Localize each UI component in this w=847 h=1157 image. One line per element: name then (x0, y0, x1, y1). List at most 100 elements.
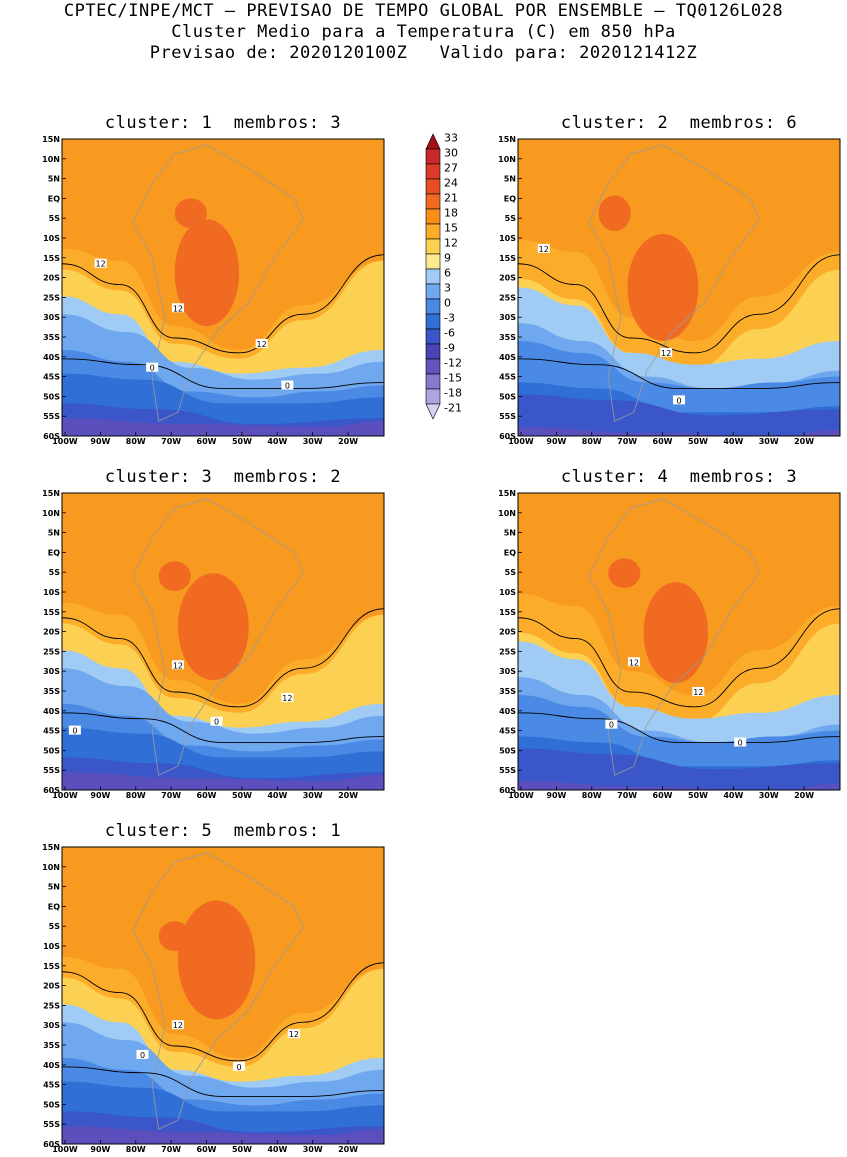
contour-label: 12 (257, 340, 267, 349)
contour-label: 12 (661, 349, 671, 358)
lon-tick-label: 90W (90, 1145, 110, 1154)
contour-0 (62, 358, 384, 389)
lon-tick-label: 40W (267, 1145, 287, 1154)
lat-tick-label: 40S (499, 707, 516, 716)
colorbar-level: 3 (444, 282, 451, 295)
header-line-1: CPTEC/INPE/MCT – PREVISAO DE TEMPO GLOBA… (63, 1, 784, 21)
lat-tick-label: 35S (499, 687, 516, 696)
header-line-2: Cluster Medio para a Temperatura (C) em … (171, 22, 676, 42)
lat-tick-label: 60S (43, 432, 60, 441)
lat-tick-label: 10N (42, 863, 60, 872)
map-panel-1: 12 12 12 0 0 15N 10N 5N EQ 5S 10S 15S 20S 25S 30S 35S 40… (42, 135, 385, 446)
lat-tick-label: 60S (499, 432, 516, 441)
map-frame (61, 492, 385, 791)
lat-tick-label: 10S (499, 234, 516, 243)
lat-tick-label: 45S (499, 727, 516, 736)
lon-tick-label: 70W (161, 1145, 181, 1154)
lon-tick-label: 20W (794, 791, 814, 800)
lat-tick-label: 50S (499, 746, 516, 755)
lon-tick-label: 80W (126, 791, 146, 800)
colorbar-swatch (425, 163, 441, 180)
lon-tick-label: 70W (617, 437, 637, 446)
lat-tick-label: 45S (43, 727, 60, 736)
lat-tick-label: 15S (499, 608, 516, 617)
colorbar-level: -3 (444, 312, 455, 325)
lon-tick-label: 100W (52, 1145, 78, 1154)
lon-tick-label: 40W (723, 791, 743, 800)
colorbar-swatch (425, 283, 441, 300)
lat-tick-label: EQ (48, 194, 60, 203)
lat-tick-label: 20S (43, 628, 60, 637)
lon-tick-label: 70W (161, 791, 181, 800)
contour-label: 0 (237, 1063, 242, 1072)
contour-label: 12 (693, 688, 703, 697)
contour-0 (62, 1066, 384, 1097)
lat-tick-label: 45S (499, 373, 516, 382)
lat-tick-label: 15S (43, 608, 60, 617)
colorbar-level: 12 (444, 237, 458, 250)
contour-12 (62, 254, 384, 354)
contour-label: 12 (629, 658, 639, 667)
lon-tick-label: 70W (617, 791, 637, 800)
warm-core (608, 558, 641, 589)
lat-tick-label: 20S (499, 628, 516, 637)
contour-label: 12 (282, 694, 292, 703)
lat-tick-label: 15N (42, 843, 60, 852)
lat-tick-label: 10S (499, 588, 516, 597)
lon-tick-label: 50W (688, 437, 708, 446)
lat-tick-label: 15S (43, 962, 60, 971)
contour-label: 12 (96, 260, 106, 269)
contour-label: 12 (173, 661, 183, 670)
colorbar-level: -12 (444, 357, 462, 370)
lon-tick-label: 50W (232, 791, 252, 800)
lon-tick-label: 20W (338, 791, 358, 800)
map-panel-4: 12 12 0 0 15N 10N 5N EQ 5S 10S 15S 20S 25S 30S 35S 40S 4… (498, 489, 841, 800)
lon-tick-label: 100W (52, 437, 78, 446)
lon-tick-label: 60W (197, 791, 217, 800)
lat-tick-label: 35S (499, 333, 516, 342)
lat-tick-label: 10N (42, 509, 60, 518)
colorbar-swatch (425, 358, 441, 375)
lat-tick-label: 10N (42, 155, 60, 164)
lat-tick-label: 55S (499, 412, 516, 421)
contour-12 (62, 962, 384, 1062)
colorbar-swatch (425, 343, 441, 360)
lat-tick-label: 15S (43, 254, 60, 263)
lon-tick-label: 50W (232, 437, 252, 446)
warm-core (174, 219, 240, 327)
coastline (588, 498, 760, 776)
lat-tick-label: 40S (43, 707, 60, 716)
colorbar-swatch (425, 223, 441, 240)
warm-core (627, 234, 699, 341)
lon-tick-label: 40W (267, 437, 287, 446)
lon-tick-label: 100W (508, 791, 534, 800)
warm-core (598, 195, 631, 232)
lat-tick-label: EQ (504, 548, 516, 557)
lat-tick-label: 55S (43, 1120, 60, 1129)
colorbar-swatch (425, 193, 441, 210)
colorbar-swatch (425, 268, 441, 285)
contour-label: 0 (140, 1051, 145, 1060)
lat-tick-label: 25S (43, 647, 60, 656)
contour-label: 0 (676, 396, 681, 405)
lat-tick-label: 55S (43, 766, 60, 775)
lat-tick-label: EQ (48, 902, 60, 911)
colorbar-swatch (425, 298, 441, 315)
lat-tick-label: 50S (43, 1100, 60, 1109)
lon-tick-label: 30W (759, 791, 779, 800)
colorbar-level: 30 (444, 147, 458, 160)
colorbar-level: -18 (444, 387, 462, 400)
contour-label: 0 (285, 382, 290, 391)
header-line-3: Previsao de: 2020120100Z Valido para: 20… (149, 43, 698, 63)
lat-tick-label: 45S (43, 373, 60, 382)
panel-4-title: cluster: 4 membros: 3 (560, 467, 798, 487)
panel-3-title: cluster: 3 membros: 2 (104, 467, 342, 487)
lat-tick-label: 25S (43, 1001, 60, 1010)
lon-tick-label: 30W (759, 437, 779, 446)
lat-tick-label: 30S (43, 1021, 60, 1030)
colorbar-level: 18 (444, 207, 458, 220)
lat-tick-label: 5S (505, 568, 517, 577)
contour-label: 12 (173, 1021, 183, 1030)
lat-tick-label: 60S (43, 1140, 60, 1149)
